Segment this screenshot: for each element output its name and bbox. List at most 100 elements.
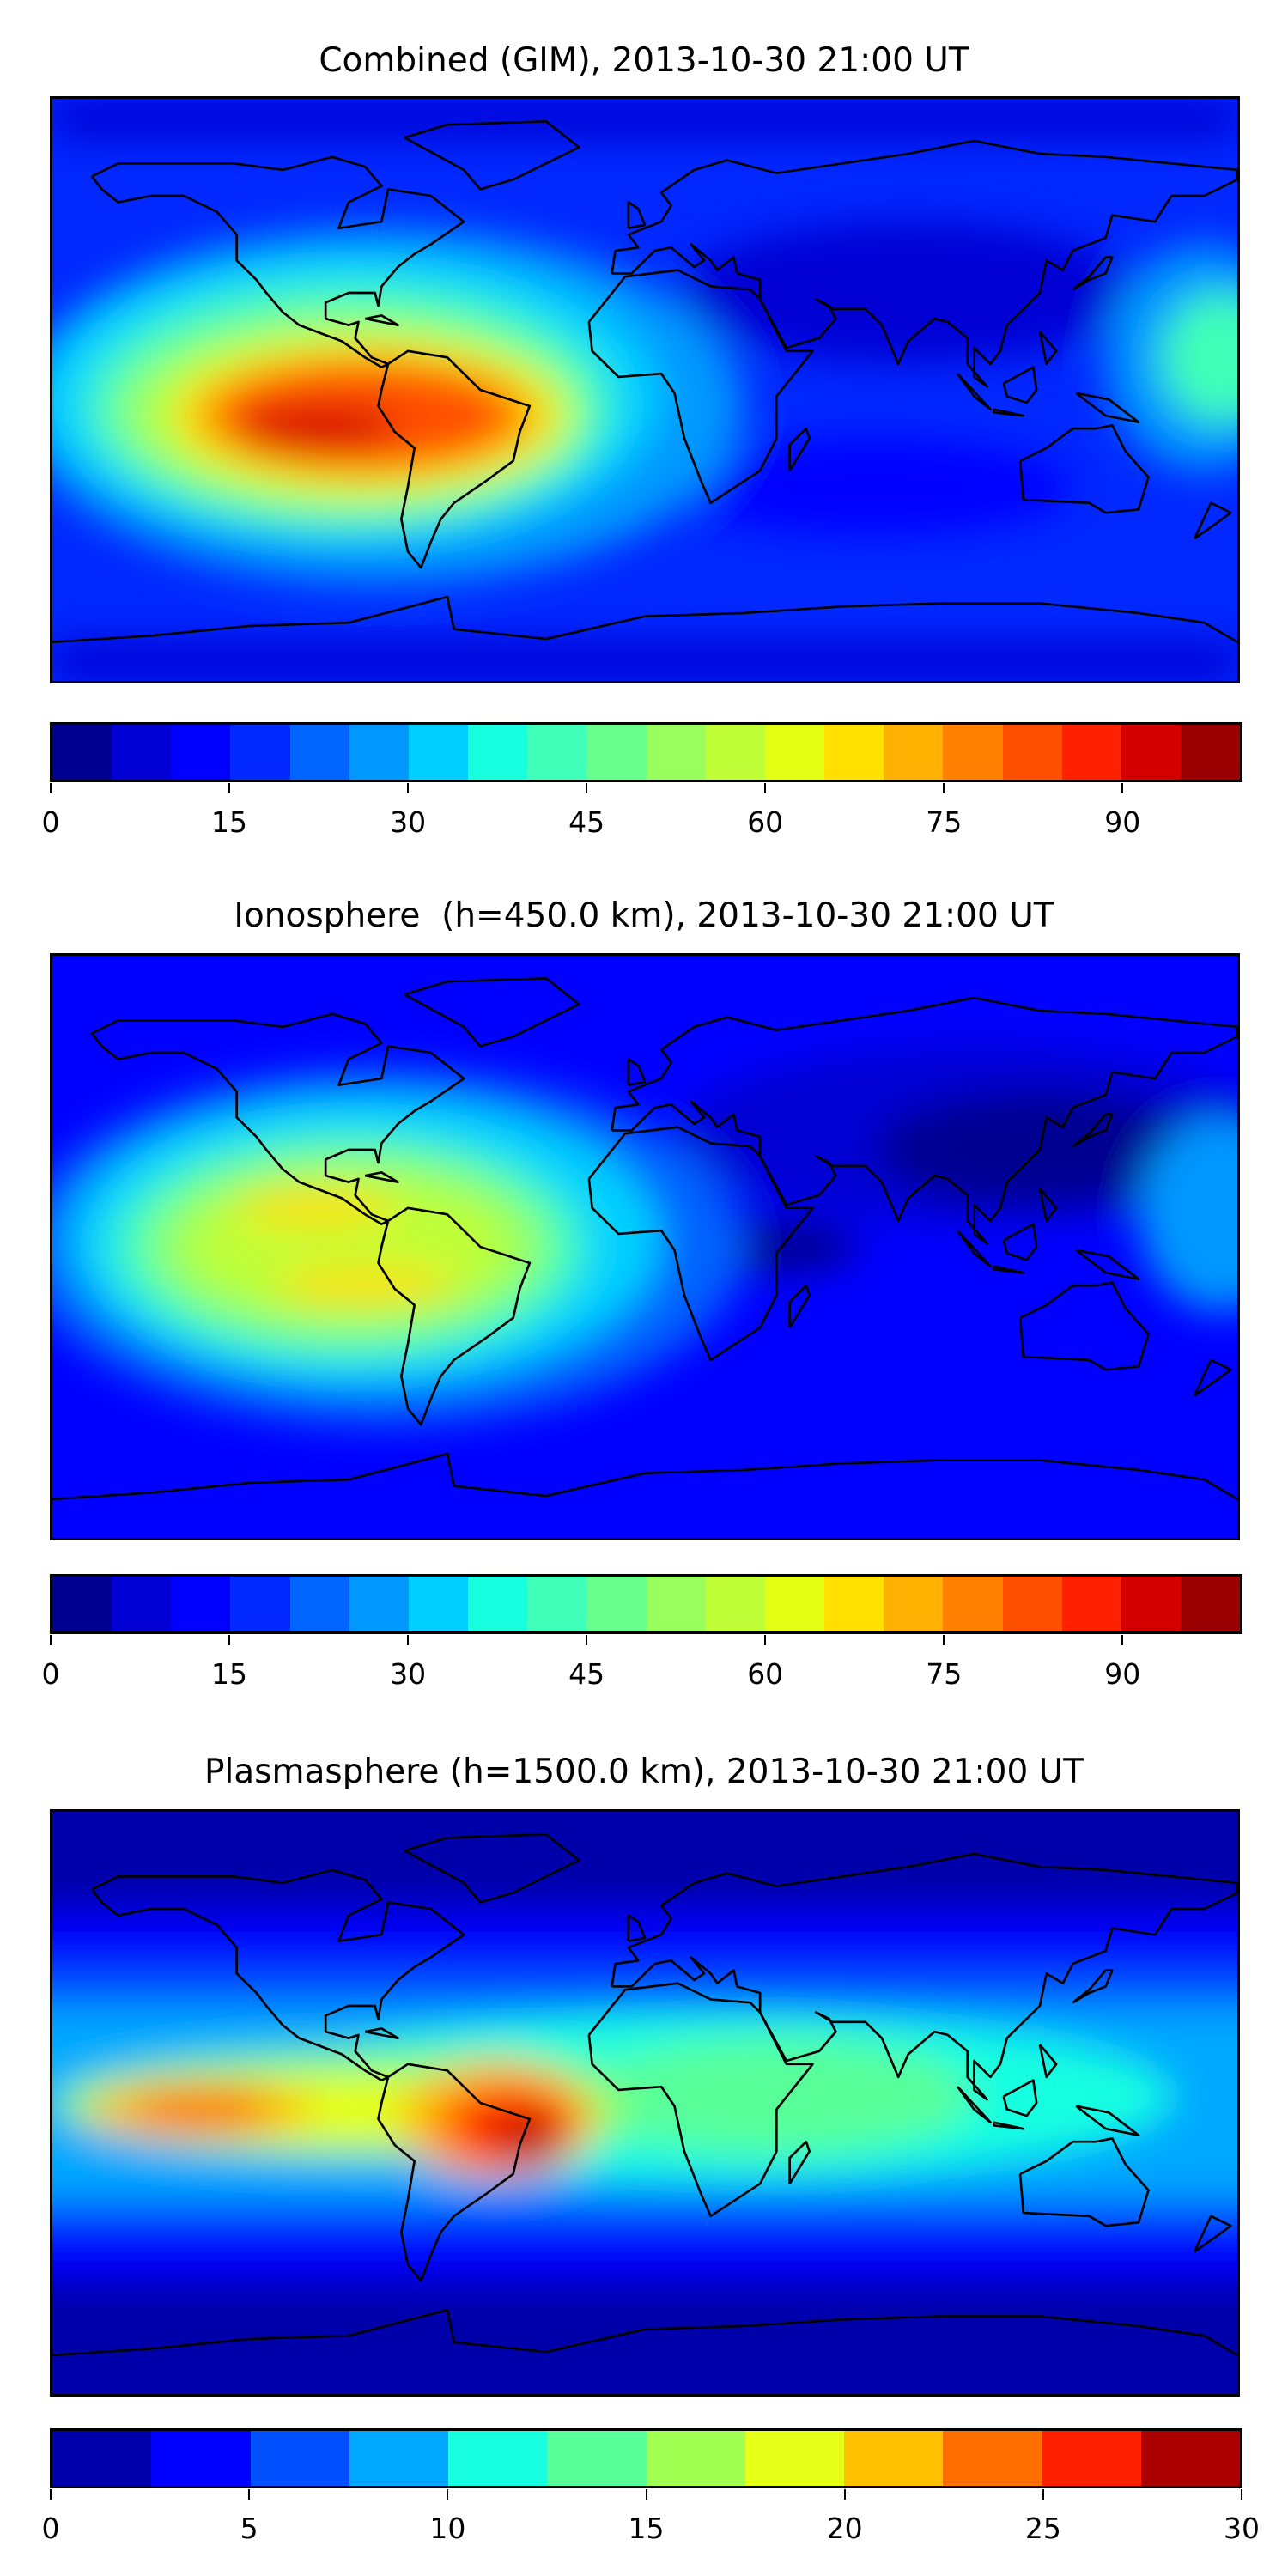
colorbar-tick-mark xyxy=(764,1635,767,1645)
colorbar-level-swatch xyxy=(230,725,290,780)
colorbar-level-swatch xyxy=(289,725,349,780)
colorbar-level-swatch xyxy=(586,725,647,780)
colorbar-tick-label: 10 xyxy=(429,2512,466,2545)
colorbar-tick-mark xyxy=(50,1635,52,1645)
colorbar-tick-mark xyxy=(50,783,52,793)
colorbar-level-swatch xyxy=(408,1577,469,1631)
combined-colorbar-ticks: 0 15 30 45 60 75 90 xyxy=(42,783,1242,852)
combined-tec-map xyxy=(50,96,1240,683)
colorbar-level-swatch xyxy=(1042,2431,1141,2486)
colorbar-level-swatch xyxy=(824,1577,884,1631)
colorbar-tick-label: 60 xyxy=(747,805,784,839)
colorbar-tick-mark xyxy=(228,783,231,793)
colorbar-tick-label: 30 xyxy=(390,1657,427,1691)
plasmasphere-tec-map xyxy=(50,1809,1240,2397)
colorbar-level-swatch xyxy=(547,2431,647,2486)
colorbar-level-swatch xyxy=(349,725,409,780)
colorbar-tick-mark xyxy=(407,1635,410,1645)
colorbar-level-swatch xyxy=(884,1577,944,1631)
colorbar-tick-mark xyxy=(407,783,410,793)
colorbar-level-swatch xyxy=(646,725,706,780)
colorbar-level-swatch xyxy=(289,1577,349,1631)
ionosphere-map-svg xyxy=(52,956,1237,1538)
ionosphere-colorbar-ticks: 0 15 30 45 60 75 90 xyxy=(42,1635,1242,1704)
colorbar-tick-mark xyxy=(943,783,945,793)
colorbar-level-swatch xyxy=(250,2431,349,2486)
colorbar-level-swatch xyxy=(171,1577,231,1631)
colorbar-tick-label: 90 xyxy=(1104,805,1141,839)
colorbar-level-swatch xyxy=(884,725,944,780)
plasmasphere-map-svg xyxy=(52,1812,1237,2394)
colorbar-tick-label: 15 xyxy=(211,1657,248,1691)
colorbar-level-swatch xyxy=(52,725,112,780)
colorbar-tick-mark xyxy=(943,1635,945,1645)
colorbar-tick-label: 30 xyxy=(390,805,427,839)
colorbar-level-swatch xyxy=(943,725,1003,780)
colorbar-level-swatch xyxy=(527,725,587,780)
colorbar-level-swatch xyxy=(151,2431,251,2486)
colorbar-level-swatch xyxy=(764,1577,825,1631)
colorbar-level-swatch xyxy=(52,1577,112,1631)
colorbar-tick-mark xyxy=(586,783,588,793)
colorbar-tick-label: 25 xyxy=(1024,2512,1061,2545)
colorbar-level-swatch xyxy=(744,2431,844,2486)
colorbar-level-swatch xyxy=(349,1577,409,1631)
colorbar-tick-label: 15 xyxy=(628,2512,665,2545)
colorbar-level-swatch xyxy=(844,2431,944,2486)
combined-map-svg xyxy=(52,99,1237,681)
colorbar-level-swatch xyxy=(764,725,825,780)
colorbar-tick-mark xyxy=(1121,783,1124,793)
colorbar-level-swatch xyxy=(1061,1577,1121,1631)
colorbar-level-swatch xyxy=(1061,725,1121,780)
colorbar-level-swatch xyxy=(646,1577,706,1631)
colorbar-tick-mark xyxy=(447,2489,449,2500)
colorbar-tick-label: 90 xyxy=(1104,1657,1141,1691)
colorbar-tick-mark xyxy=(1241,2489,1242,2500)
colorbar-level-swatch xyxy=(468,1577,528,1631)
colorbar-level-swatch xyxy=(1121,725,1181,780)
panel-3-title: Plasmasphere (h=1500.0 km), 2013-10-30 2… xyxy=(204,1753,1084,1791)
colorbar-level-swatch xyxy=(1180,1577,1241,1631)
colorbar-level-swatch xyxy=(705,1577,765,1631)
colorbar-level-swatch xyxy=(230,1577,290,1631)
panel-1-title: Combined (GIM), 2013-10-30 21:00 UT xyxy=(319,41,969,80)
colorbar-level-swatch xyxy=(349,2431,448,2486)
colorbar-tick-mark xyxy=(248,2489,251,2500)
colorbar-tick-label: 45 xyxy=(568,1657,605,1691)
colorbar-level-swatch xyxy=(1140,2431,1240,2486)
colorbar-tick-label: 30 xyxy=(1224,2512,1260,2545)
colorbar-tick-mark xyxy=(50,2489,52,2500)
ionosphere-colorbar xyxy=(50,1574,1242,1634)
colorbar-level-swatch xyxy=(586,1577,647,1631)
colorbar-level-swatch xyxy=(1121,1577,1181,1631)
colorbar-level-swatch xyxy=(824,725,884,780)
colorbar-tick-mark xyxy=(1121,1635,1124,1645)
colorbar-level-swatch xyxy=(705,725,765,780)
colorbar-tick-label: 15 xyxy=(211,805,248,839)
plasmasphere-colorbar xyxy=(50,2428,1242,2488)
colorbar-level-swatch xyxy=(448,2431,548,2486)
combined-colorbar xyxy=(50,722,1242,782)
colorbar-tick-mark xyxy=(645,2489,647,2500)
colorbar-level-swatch xyxy=(171,725,231,780)
colorbar-level-swatch xyxy=(943,2431,1042,2486)
colorbar-tick-label: 20 xyxy=(826,2512,863,2545)
colorbar-tick-mark xyxy=(764,783,767,793)
colorbar-level-swatch xyxy=(408,725,469,780)
colorbar-level-swatch xyxy=(112,725,172,780)
colorbar-tick-label: 75 xyxy=(926,805,963,839)
colorbar-tick-mark xyxy=(1042,2489,1044,2500)
colorbar-level-swatch xyxy=(468,725,528,780)
colorbar-tick-label: 0 xyxy=(41,805,60,839)
colorbar-tick-mark xyxy=(228,1635,231,1645)
colorbar-tick-label: 60 xyxy=(747,1657,784,1691)
colorbar-level-swatch xyxy=(527,1577,587,1631)
ionosphere-tec-map xyxy=(50,953,1240,1540)
colorbar-level-swatch xyxy=(943,1577,1003,1631)
colorbar-tick-label: 45 xyxy=(568,805,605,839)
colorbar-tick-label: 5 xyxy=(240,2512,258,2545)
colorbar-level-swatch xyxy=(1180,725,1241,780)
plasmasphere-colorbar-ticks: 0 5 10 15 20 25 30 xyxy=(42,2489,1260,2558)
panel-2-title: Ionosphere (h=450.0 km), 2013-10-30 21:0… xyxy=(234,896,1054,935)
colorbar-level-swatch xyxy=(1002,1577,1062,1631)
